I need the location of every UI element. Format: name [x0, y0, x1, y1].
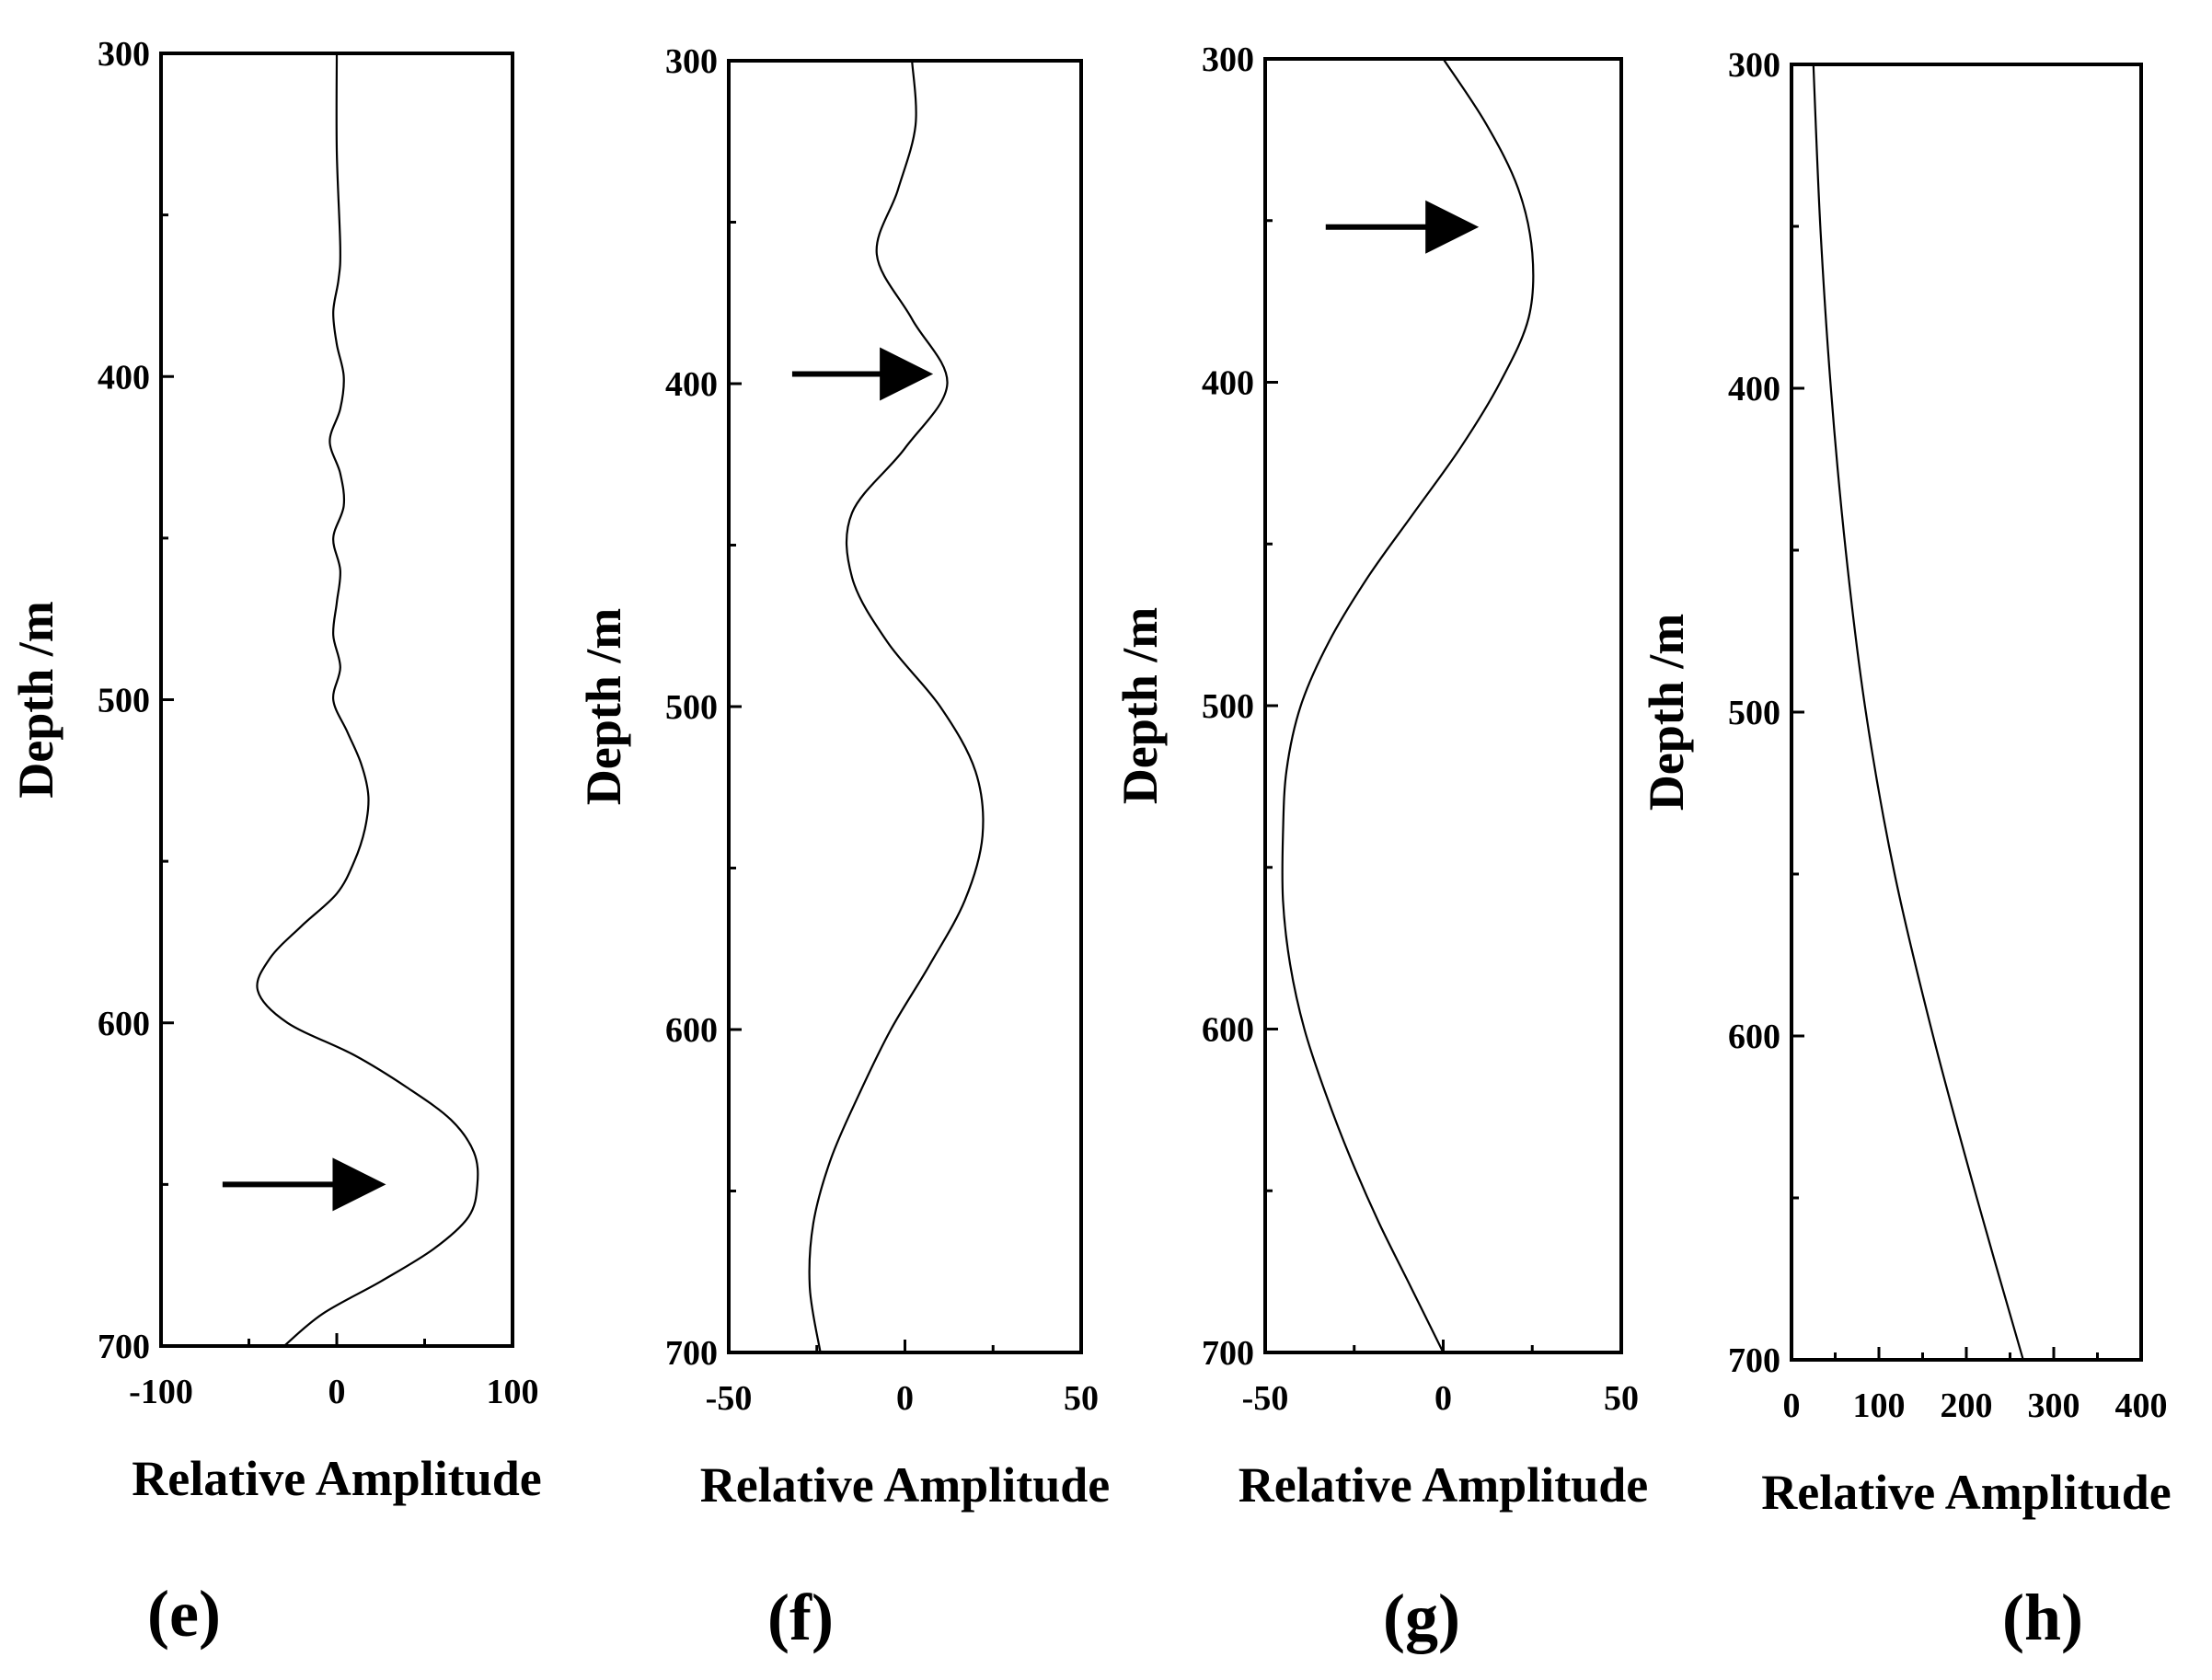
- amplitude-curve: [808, 60, 985, 1353]
- y-tick-label: 300: [1728, 46, 1780, 85]
- x-tick-label: 0: [328, 1373, 346, 1411]
- y-tick-label: 600: [98, 1005, 150, 1043]
- y-tick-label: 700: [98, 1328, 150, 1366]
- y-tick-label: 600: [665, 1011, 718, 1050]
- y-tick-label: 400: [1728, 370, 1780, 408]
- amplitude-curve: [256, 52, 479, 1347]
- plot-frame: [1263, 57, 1623, 1354]
- plot-frame: [1790, 63, 2143, 1362]
- y-tick-label: 500: [1202, 687, 1254, 726]
- panel-f: 300 400 500 600 700 -50 0 50 Depth /m Relative Am…: [576, 42, 1110, 1654]
- y-tick-label: 700: [1202, 1334, 1254, 1373]
- y-axis-title: Depth /m: [1639, 614, 1694, 811]
- panel-label: (e): [147, 1577, 221, 1651]
- arrow-head-icon: [880, 347, 934, 401]
- x-tick-label: 300: [2028, 1387, 2080, 1425]
- x-tick-label: 0: [1434, 1379, 1452, 1418]
- y-tick-label: 600: [1728, 1018, 1780, 1056]
- x-tick-label: -50: [706, 1379, 753, 1418]
- y-tick-label: 300: [665, 42, 718, 81]
- x-tick-label: 100: [487, 1373, 539, 1411]
- x-tick-label: 400: [2115, 1387, 2168, 1425]
- x-tick-label: 50: [1064, 1379, 1099, 1418]
- plot-frame: [159, 52, 514, 1348]
- panel-label: (f): [767, 1581, 834, 1654]
- amplitude-curve: [1812, 63, 2024, 1361]
- x-tick-label: -50: [1242, 1379, 1289, 1418]
- panel-label: (g): [1383, 1581, 1460, 1654]
- y-tick-label: 500: [665, 688, 718, 727]
- x-tick-label: 0: [896, 1379, 914, 1418]
- y-tick-label: 300: [1202, 40, 1254, 79]
- panel-g: 300 400 500 600 700 -50 0 50 Depth /m Relative Am…: [1112, 40, 1648, 1654]
- amplitude-curve: [1281, 58, 1535, 1353]
- y-axis-title: Depth /m: [8, 601, 63, 799]
- x-tick-label: 0: [1783, 1387, 1801, 1425]
- y-tick-label: 400: [98, 358, 150, 397]
- plot-frame: [727, 59, 1083, 1354]
- y-axis-title: Depth /m: [576, 608, 631, 806]
- panel-label: (h): [2002, 1581, 2083, 1654]
- arrow-head-icon: [332, 1157, 386, 1212]
- panel-e: 300 400 500 600 700 -100 0 100 Depth /m Relative …: [8, 35, 542, 1651]
- y-tick-label: 700: [665, 1334, 718, 1373]
- x-tick-label: 200: [1941, 1387, 1993, 1425]
- x-axis-title: Relative Amplitude: [1238, 1457, 1648, 1513]
- x-axis-title: Relative Amplitude: [700, 1457, 1110, 1513]
- x-tick-label: -100: [129, 1373, 193, 1411]
- x-tick-label: 100: [1853, 1387, 1906, 1425]
- x-axis-title: Relative Amplitude: [132, 1451, 541, 1506]
- y-tick-label: 400: [665, 365, 718, 404]
- y-tick-label: 400: [1202, 364, 1254, 403]
- y-tick-label: 600: [1202, 1011, 1254, 1050]
- arrow-head-icon: [1425, 200, 1480, 254]
- x-tick-label: 50: [1604, 1379, 1639, 1418]
- y-tick-label: 500: [1728, 694, 1780, 732]
- y-tick-label: 300: [98, 35, 150, 74]
- x-axis-title: Relative Amplitude: [1761, 1465, 2171, 1520]
- y-tick-label: 700: [1728, 1341, 1780, 1380]
- y-axis-title: Depth /m: [1112, 607, 1168, 805]
- y-tick-label: 500: [98, 682, 150, 720]
